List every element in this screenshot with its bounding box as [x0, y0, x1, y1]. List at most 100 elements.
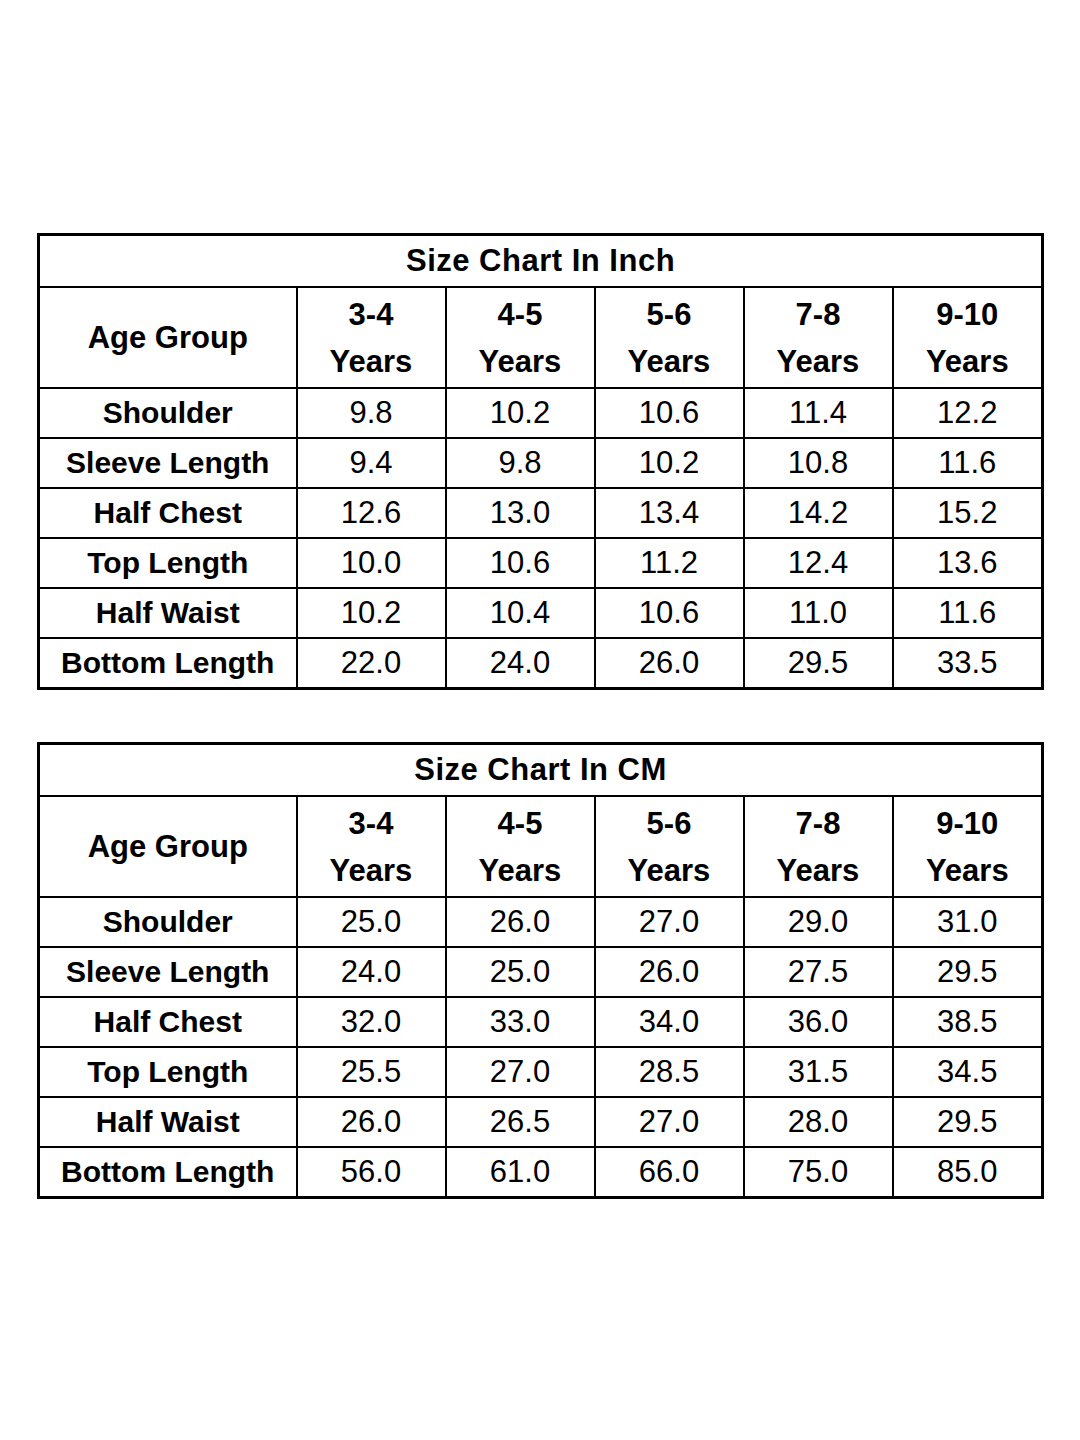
cell-value: 29.5 — [744, 638, 893, 689]
age-col-header: 5-6 Years — [595, 287, 744, 388]
cell-value: 25.5 — [297, 1047, 446, 1097]
table-row: Half Chest 12.6 13.0 13.4 14.2 15.2 — [39, 488, 1043, 538]
size-chart-sheet: Size Chart In Inch Age Group 3-4 Years 4… — [0, 0, 1080, 1440]
cell-value: 10.2 — [297, 588, 446, 638]
age-range: 7-8 — [745, 800, 892, 847]
age-unit: Years — [596, 847, 743, 894]
age-range: 3-4 — [298, 800, 445, 847]
age-range: 3-4 — [298, 291, 445, 338]
cell-value: 11.2 — [595, 538, 744, 588]
cell-value: 13.0 — [446, 488, 595, 538]
row-label: Sleeve Length — [39, 947, 297, 997]
age-range: 5-6 — [596, 800, 743, 847]
cell-value: 26.0 — [595, 638, 744, 689]
age-range: 7-8 — [745, 291, 892, 338]
table-title: Size Chart In Inch — [39, 235, 1043, 288]
cell-value: 33.5 — [893, 638, 1043, 689]
row-label: Top Length — [39, 538, 297, 588]
age-group-header: Age Group — [39, 796, 297, 897]
cell-value: 10.6 — [595, 588, 744, 638]
row-label: Half Waist — [39, 1097, 297, 1147]
cell-value: 26.0 — [297, 1097, 446, 1147]
age-col-header: 3-4 Years — [297, 796, 446, 897]
age-col-header: 9-10 Years — [893, 796, 1043, 897]
cell-value: 27.5 — [744, 947, 893, 997]
age-col-header: 4-5 Years — [446, 287, 595, 388]
cell-value: 10.8 — [744, 438, 893, 488]
row-label: Shoulder — [39, 388, 297, 438]
cell-value: 34.5 — [893, 1047, 1043, 1097]
table-row: Bottom Length 22.0 24.0 26.0 29.5 33.5 — [39, 638, 1043, 689]
age-unit: Years — [596, 338, 743, 385]
age-unit: Years — [745, 847, 892, 894]
table-row: Half Waist 10.2 10.4 10.6 11.0 11.6 — [39, 588, 1043, 638]
cell-value: 27.0 — [595, 897, 744, 947]
cell-value: 66.0 — [595, 1147, 744, 1198]
age-unit: Years — [894, 338, 1042, 385]
cell-value: 15.2 — [893, 488, 1043, 538]
cell-value: 26.0 — [595, 947, 744, 997]
cell-value: 11.6 — [893, 438, 1043, 488]
size-table-cm: Size Chart In CM Age Group 3-4 Years 4-5… — [37, 742, 1044, 1199]
table-title-row: Size Chart In Inch — [39, 235, 1043, 288]
table-title: Size Chart In CM — [39, 744, 1043, 797]
age-range: 9-10 — [894, 291, 1042, 338]
cell-value: 26.5 — [446, 1097, 595, 1147]
cell-value: 28.0 — [744, 1097, 893, 1147]
cell-value: 12.2 — [893, 388, 1043, 438]
cell-value: 9.8 — [446, 438, 595, 488]
age-unit: Years — [745, 338, 892, 385]
age-range: 4-5 — [447, 800, 594, 847]
cell-value: 34.0 — [595, 997, 744, 1047]
cell-value: 29.5 — [893, 947, 1043, 997]
cell-value: 9.8 — [297, 388, 446, 438]
cell-value: 25.0 — [446, 947, 595, 997]
table-header-row: Age Group 3-4 Years 4-5 Years 5-6 Years … — [39, 796, 1043, 897]
table-row: Half Waist 26.0 26.5 27.0 28.0 29.5 — [39, 1097, 1043, 1147]
cell-value: 11.4 — [744, 388, 893, 438]
row-label: Bottom Length — [39, 1147, 297, 1198]
cell-value: 11.0 — [744, 588, 893, 638]
cell-value: 10.6 — [595, 388, 744, 438]
cell-value: 12.6 — [297, 488, 446, 538]
cell-value: 13.6 — [893, 538, 1043, 588]
table-row: Bottom Length 56.0 61.0 66.0 75.0 85.0 — [39, 1147, 1043, 1198]
table-row: Half Chest 32.0 33.0 34.0 36.0 38.5 — [39, 997, 1043, 1047]
cell-value: 24.0 — [297, 947, 446, 997]
age-col-header: 7-8 Years — [744, 287, 893, 388]
cell-value: 10.4 — [446, 588, 595, 638]
table-header-row: Age Group 3-4 Years 4-5 Years 5-6 Years … — [39, 287, 1043, 388]
cell-value: 36.0 — [744, 997, 893, 1047]
row-label: Sleeve Length — [39, 438, 297, 488]
age-col-header: 9-10 Years — [893, 287, 1043, 388]
table-row: Sleeve Length 24.0 25.0 26.0 27.5 29.5 — [39, 947, 1043, 997]
cell-value: 85.0 — [893, 1147, 1043, 1198]
age-range: 5-6 — [596, 291, 743, 338]
cell-value: 31.0 — [893, 897, 1043, 947]
age-range: 4-5 — [447, 291, 594, 338]
table-row: Top Length 25.5 27.0 28.5 31.5 34.5 — [39, 1047, 1043, 1097]
row-label: Half Chest — [39, 488, 297, 538]
cell-value: 75.0 — [744, 1147, 893, 1198]
cell-value: 10.0 — [297, 538, 446, 588]
table-row: Sleeve Length 9.4 9.8 10.2 10.8 11.6 — [39, 438, 1043, 488]
cell-value: 13.4 — [595, 488, 744, 538]
cell-value: 24.0 — [446, 638, 595, 689]
cell-value: 14.2 — [744, 488, 893, 538]
cell-value: 31.5 — [744, 1047, 893, 1097]
cell-value: 10.2 — [446, 388, 595, 438]
age-group-header: Age Group — [39, 287, 297, 388]
cell-value: 56.0 — [297, 1147, 446, 1198]
cell-value: 28.5 — [595, 1047, 744, 1097]
cell-value: 27.0 — [446, 1047, 595, 1097]
cell-value: 26.0 — [446, 897, 595, 947]
cell-value: 33.0 — [446, 997, 595, 1047]
age-unit: Years — [447, 847, 594, 894]
age-col-header: 7-8 Years — [744, 796, 893, 897]
table-title-row: Size Chart In CM — [39, 744, 1043, 797]
age-unit: Years — [298, 338, 445, 385]
cell-value: 22.0 — [297, 638, 446, 689]
row-label: Half Waist — [39, 588, 297, 638]
cell-value: 61.0 — [446, 1147, 595, 1198]
table-row: Top Length 10.0 10.6 11.2 12.4 13.6 — [39, 538, 1043, 588]
